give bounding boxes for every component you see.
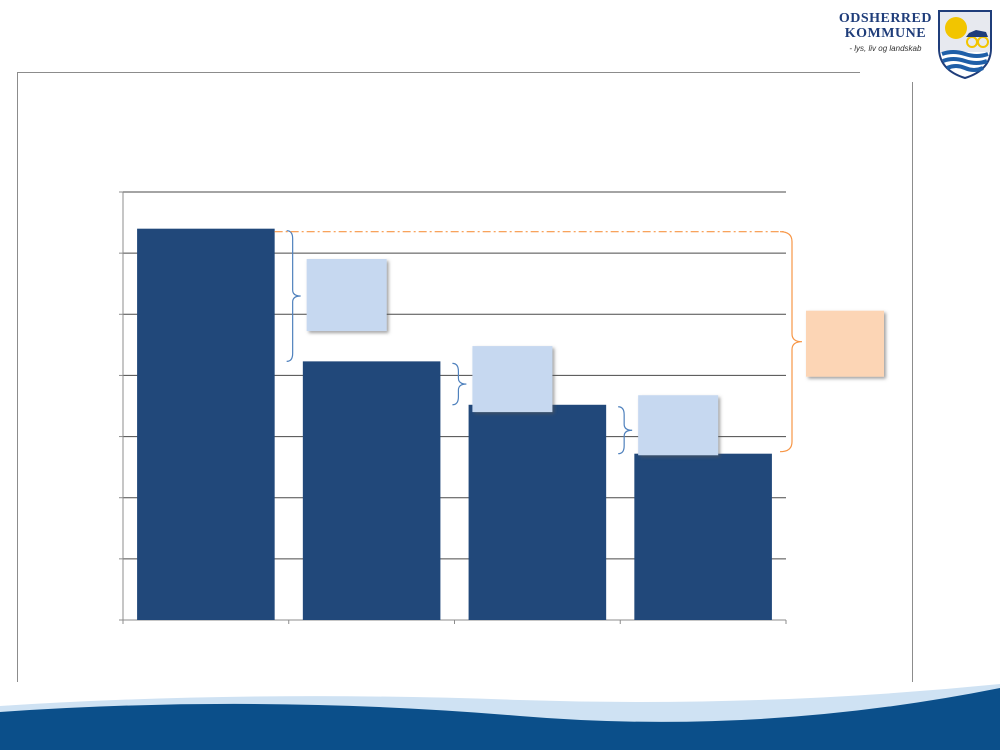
bar-3 <box>634 453 772 620</box>
annotations <box>274 230 884 456</box>
total-difference-box <box>806 310 884 377</box>
difference-box-1 <box>472 346 553 413</box>
bar-chart <box>119 191 884 624</box>
bar-1 <box>302 361 441 620</box>
total-difference-brace <box>779 231 803 453</box>
difference-brace-1 <box>452 362 467 406</box>
bars <box>137 228 772 620</box>
difference-brace-0 <box>286 230 301 362</box>
difference-box-2 <box>638 395 719 456</box>
difference-box-0 <box>306 259 387 332</box>
logo-name-line2: KOMMUNE <box>844 25 927 41</box>
difference-brace-2 <box>618 406 633 455</box>
frame-left-line <box>17 72 18 682</box>
bar-0 <box>137 228 275 620</box>
bar-2 <box>468 404 607 620</box>
frame-top-line <box>17 72 860 73</box>
logo-tagline: - lys, liv og landskab <box>849 44 922 54</box>
frame-right-line <box>912 82 913 682</box>
logo-name-line1: ODSHERRED <box>838 11 932 26</box>
crest-icon <box>938 10 992 80</box>
logo-text: ODSHERRED KOMMUNE - lys, liv og landskab <box>838 11 932 54</box>
